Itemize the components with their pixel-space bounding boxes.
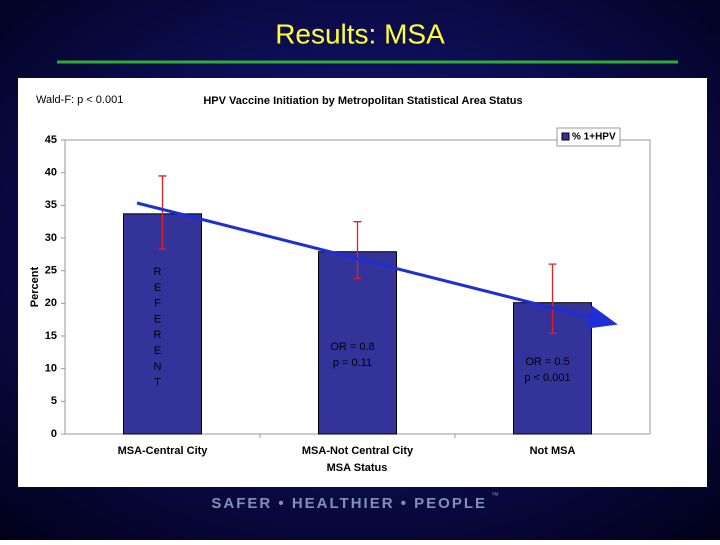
- x-tick-label: MSA-Central City: [118, 445, 209, 457]
- annotation: p < 0.001: [524, 372, 570, 384]
- legend-label: % 1+HPV: [572, 132, 616, 143]
- y-tick-label: 15: [45, 330, 57, 342]
- y-tick-label: 5: [51, 395, 57, 407]
- y-tick-label: 20: [45, 297, 57, 309]
- y-tick-label: 25: [45, 265, 57, 277]
- bar: [123, 213, 202, 435]
- y-tick-label: 30: [45, 232, 57, 244]
- legend-swatch: [561, 132, 570, 141]
- annotation: OR = 0.5: [525, 356, 569, 368]
- annotation: OR = 0.8: [330, 341, 374, 353]
- y-tick-label: 35: [45, 199, 57, 211]
- y-tick-label: 10: [45, 363, 57, 375]
- y-tick-label: 45: [45, 134, 57, 146]
- y-tick-label: 40: [45, 167, 57, 179]
- x-tick-label: MSA-Not Central City: [302, 445, 414, 457]
- chart-title: HPV Vaccine Initiation by Metropolitan S…: [203, 95, 522, 107]
- legend-box: [556, 127, 621, 147]
- chart-subtitle: Wald-F: p < 0.001: [36, 94, 123, 106]
- bar: [318, 251, 397, 435]
- slide-title: Results: MSA: [275, 18, 445, 49]
- error-bar: [548, 263, 557, 335]
- y-axis-label: Percent: [29, 266, 41, 307]
- trend-arrow: [136, 201, 618, 329]
- x-tick-label: Not MSA: [530, 445, 576, 457]
- footer: SAFER • HEALTHIER • PEOPLE: [211, 495, 487, 512]
- footer-mark: ™: [491, 491, 499, 500]
- plot: 0 5 10 15 20 25 30 35 40 45 MSA-Central City MSA-No…: [45, 127, 621, 457]
- annotation: p = 0.11: [333, 357, 372, 369]
- x-axis-label: MSA Status: [327, 462, 388, 474]
- error-bar: [353, 221, 362, 280]
- y-tick-label: 0: [51, 428, 57, 440]
- error-bar: [158, 175, 167, 250]
